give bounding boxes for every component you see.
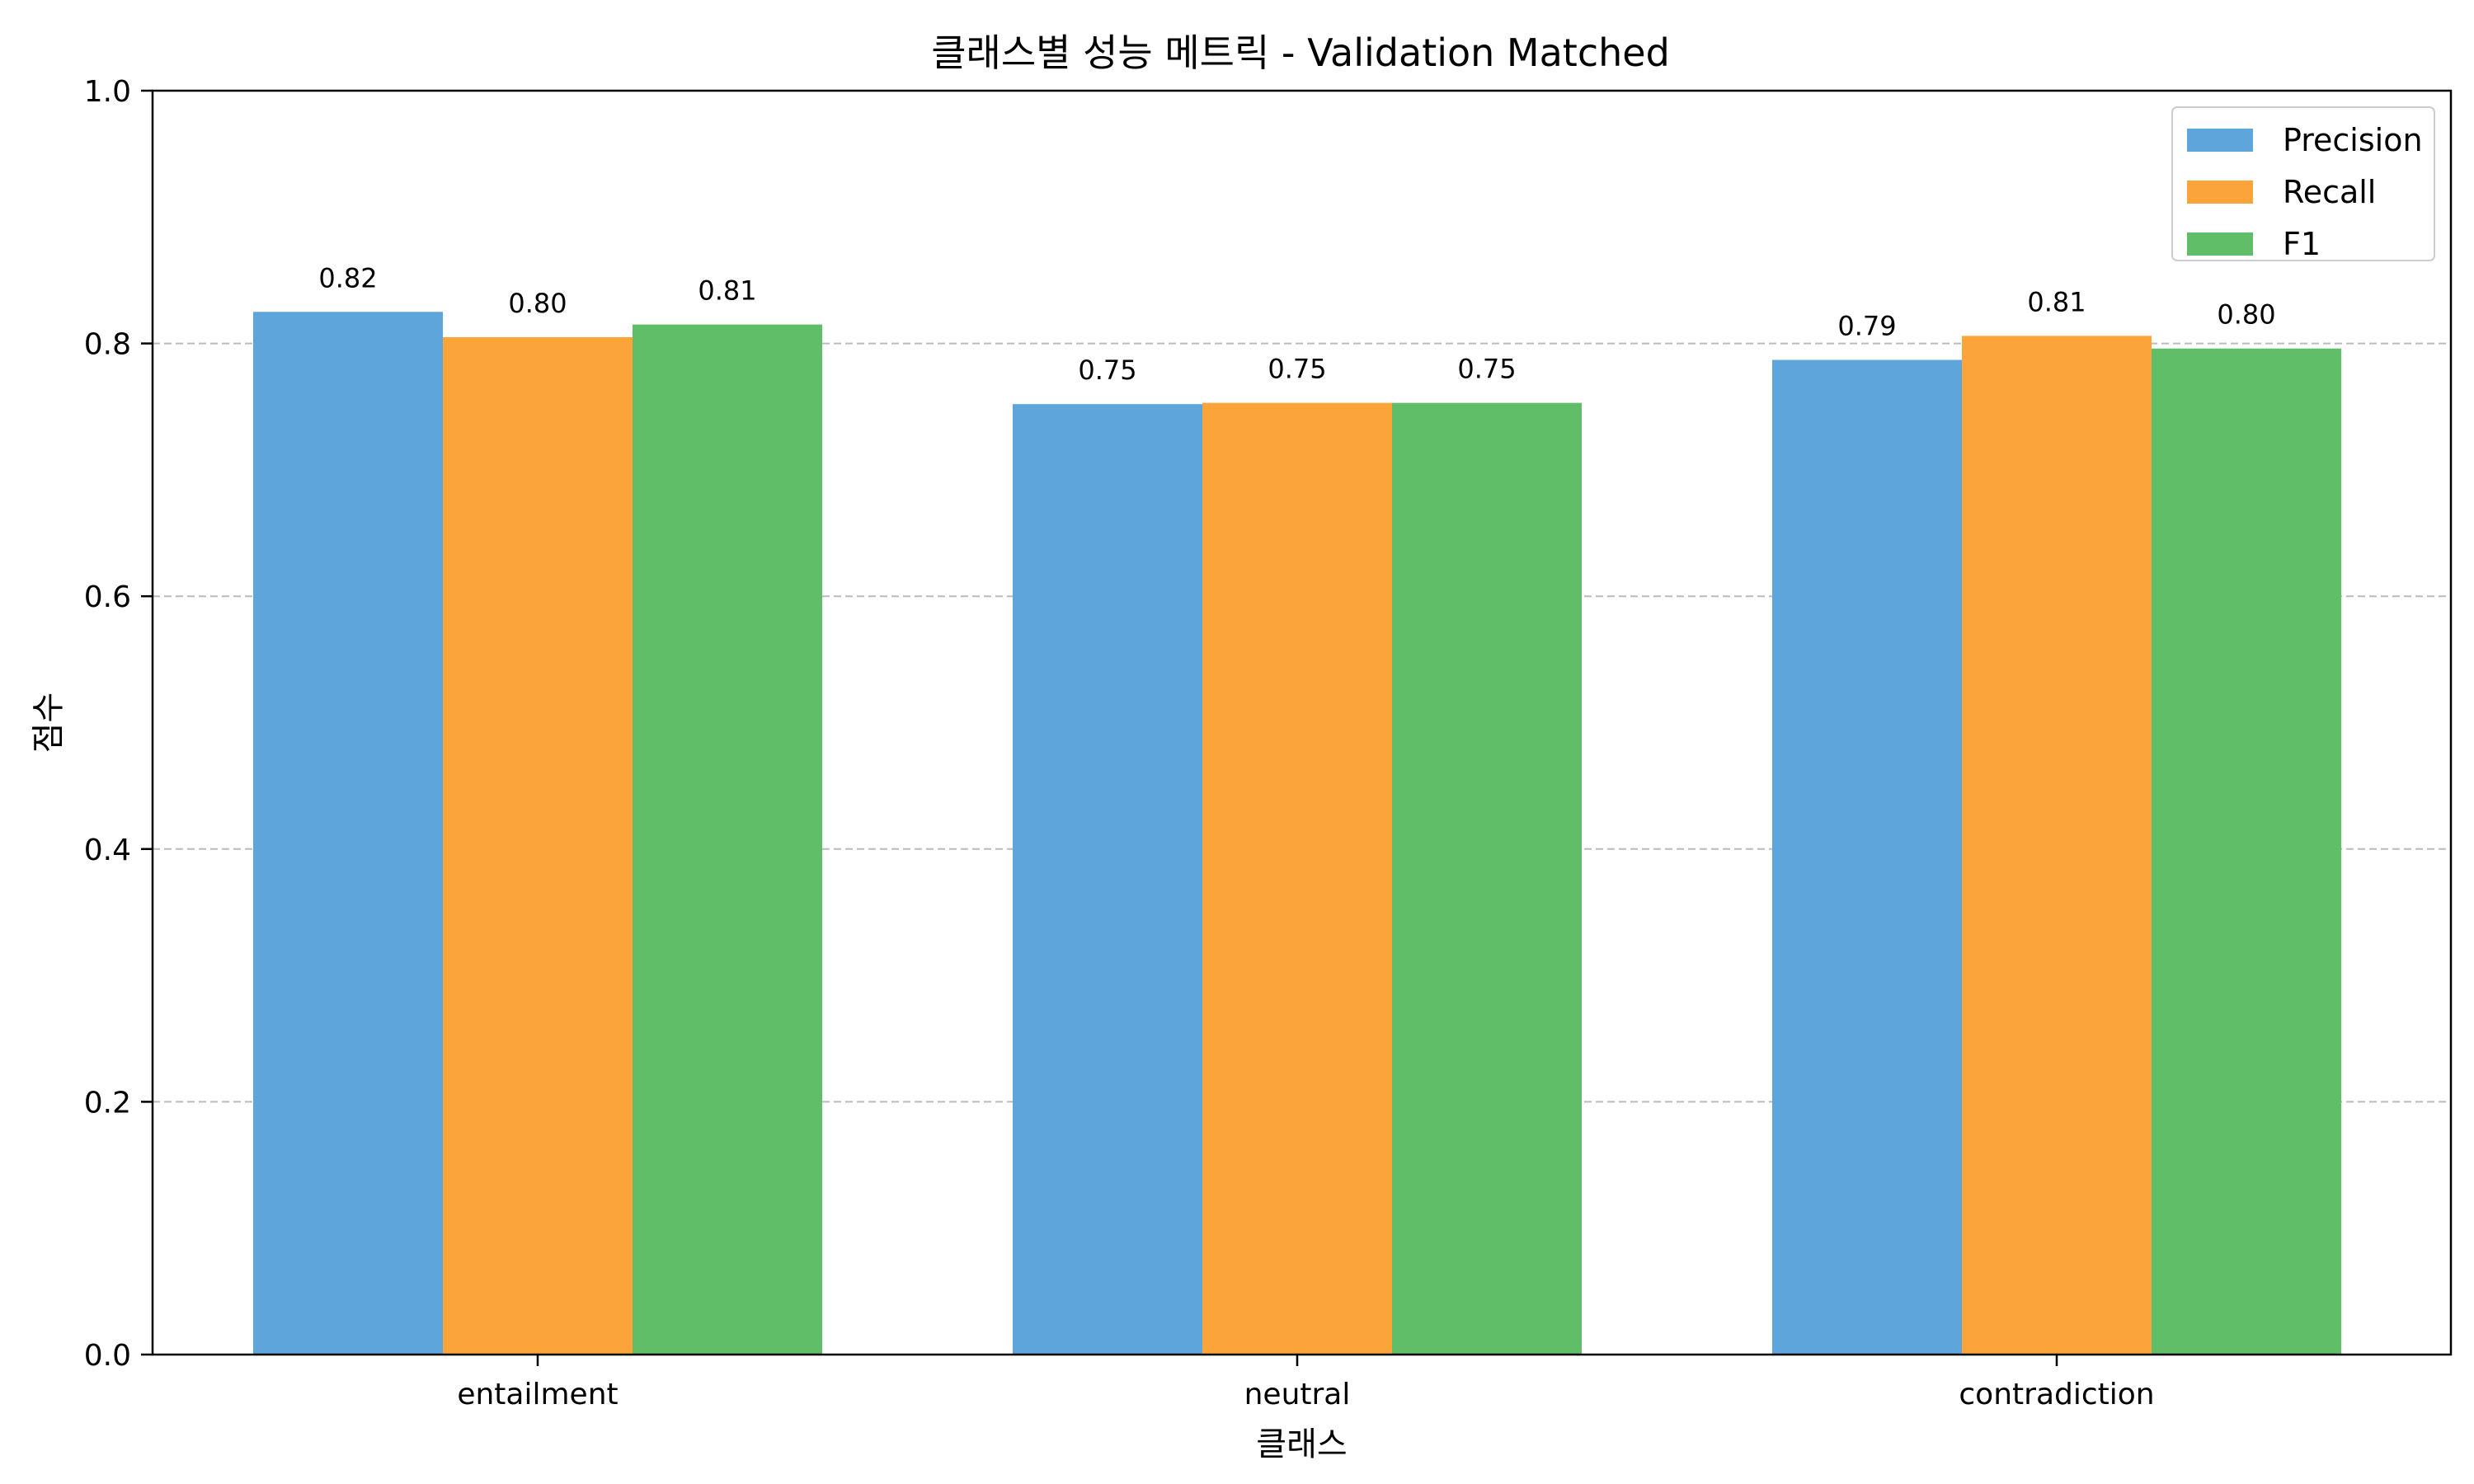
data-label: 0.81 xyxy=(698,275,756,307)
data-label: 0.75 xyxy=(1457,354,1516,385)
y-tick-label: 0.2 xyxy=(84,1086,131,1120)
x-tick-label: entailment xyxy=(457,1378,618,1411)
data-label: 0.81 xyxy=(2027,286,2086,317)
data-label: 0.75 xyxy=(1268,354,1326,385)
bar-recall-contradiction xyxy=(1962,336,2152,1355)
legend-label: F1 xyxy=(2283,226,2321,262)
bar-precision-entailment xyxy=(253,312,443,1355)
bar-recall-neutral xyxy=(1202,402,1392,1355)
bars xyxy=(253,312,2341,1355)
data-label: 0.75 xyxy=(1078,355,1136,386)
y-axis-title: 점수 xyxy=(30,693,68,754)
bar-f1-contradiction xyxy=(2152,348,2341,1355)
legend-label: Recall xyxy=(2283,174,2376,210)
y-tick-label: 1.0 xyxy=(84,75,131,109)
y-tick-label: 0.0 xyxy=(84,1339,131,1373)
data-labels: 0.82 0.80 0.81 0.75 0.75 0.75 0.79 0.81 0.80 xyxy=(318,262,2275,386)
x-axis-title: 클래스 xyxy=(1256,1425,1347,1463)
legend-swatch xyxy=(2187,181,2253,204)
legend-swatch xyxy=(2187,129,2253,152)
bar-f1-neutral xyxy=(1392,402,1582,1355)
data-label: 0.80 xyxy=(508,288,567,319)
x-tick-label: contradiction xyxy=(1959,1378,2154,1411)
data-label: 0.82 xyxy=(318,262,377,294)
chart-title: 클래스별 성능 메트릭 - Validation Matched xyxy=(931,31,1670,75)
bar-precision-neutral xyxy=(1013,404,1202,1355)
bar-recall-entailment xyxy=(443,336,633,1355)
y-tick-label: 0.4 xyxy=(84,834,131,867)
x-tick-label: neutral xyxy=(1244,1378,1351,1411)
y-tick-label: 0.6 xyxy=(84,580,131,614)
y-tick-label: 0.8 xyxy=(84,328,131,362)
y-axis: 0.0 0.2 0.4 0.6 0.8 1.0 xyxy=(84,75,153,1373)
legend: Precision Recall F1 xyxy=(2171,106,2435,262)
data-label: 0.80 xyxy=(2217,299,2275,331)
data-label: 0.79 xyxy=(1837,311,1896,342)
plot-area-frame xyxy=(151,89,2453,1356)
bar-precision-contradiction xyxy=(1772,359,1962,1355)
legend-swatch xyxy=(2187,232,2253,256)
legend-label: Precision xyxy=(2283,122,2423,158)
bar-f1-entailment xyxy=(633,324,822,1355)
x-axis: entailment neutral contradiction xyxy=(457,1355,2155,1411)
